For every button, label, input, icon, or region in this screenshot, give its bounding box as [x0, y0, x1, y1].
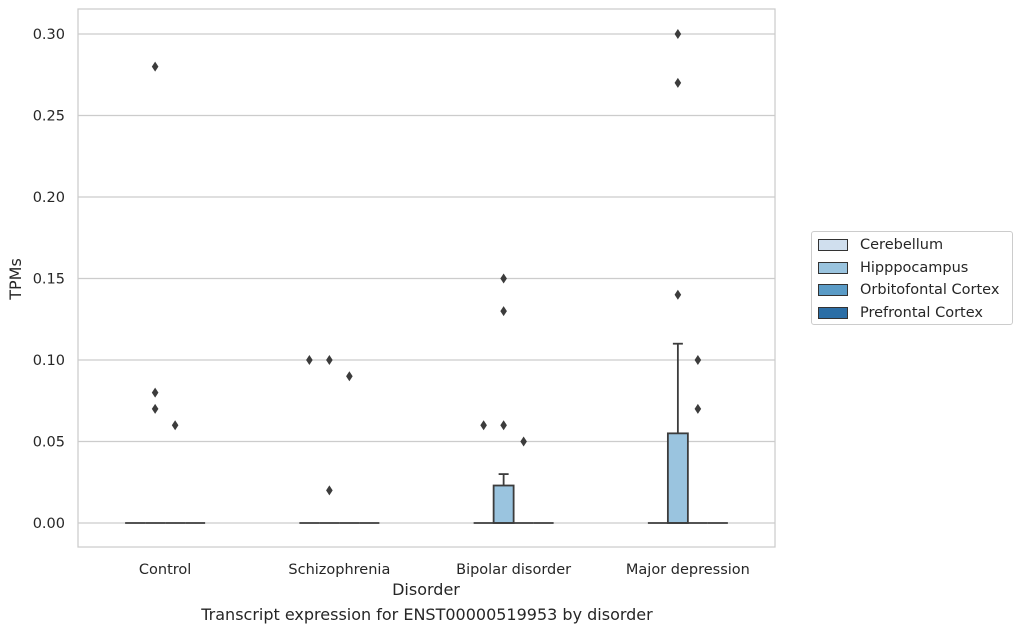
outlier-point: [500, 420, 507, 431]
legend-swatch: [818, 284, 848, 296]
boxes: [125, 342, 728, 524]
outlier-point: [674, 77, 682, 88]
x-tick-label: Control: [139, 562, 191, 578]
y-tick-label: 0.20: [33, 190, 65, 206]
outlier-point: [694, 403, 702, 414]
box-1-3: [666, 342, 689, 524]
box-body: [666, 432, 689, 524]
outlier-point: [346, 371, 353, 382]
box-1-2: [492, 473, 515, 524]
plot-frame: [77, 8, 776, 548]
gridlines: [78, 33, 775, 524]
x-tick-label: Bipolar disorder: [456, 562, 571, 578]
outliers: [151, 29, 702, 496]
outlier-point: [520, 436, 527, 447]
y-tick-label: 0.15: [33, 272, 65, 288]
outlier-point: [306, 355, 313, 365]
legend-label: Orbitofontal Cortex: [860, 282, 1000, 298]
legend-label: Cerebellum: [860, 237, 944, 253]
y-tick-label: 0.00: [33, 516, 65, 532]
outlier-point: [694, 355, 702, 365]
legend-swatch: [818, 306, 848, 319]
outlier-point: [500, 306, 507, 317]
outlier-point: [326, 485, 333, 496]
x-axis-ticks: Control Schizophrenia Bipolar disorder Majo…: [139, 562, 750, 578]
legend-swatch: [818, 239, 848, 251]
outlier-point: [151, 403, 159, 414]
legend-label: Prefrontal Cortex: [860, 304, 983, 321]
chart-caption: Transcript expression for ENST0000051995…: [201, 605, 653, 624]
legend: Cerebellum Hipppocampus Orbitofontal Corte…: [811, 231, 1013, 325]
outlier-point: [151, 387, 159, 398]
legend-label: Hipppocampus: [860, 259, 969, 276]
outlier-point: [151, 61, 159, 72]
legend-swatch: [818, 261, 848, 274]
outlier-point: [500, 273, 507, 284]
outlier-point: [480, 420, 487, 431]
y-axis-label: TPMs: [6, 258, 25, 301]
legend-item: Cerebellum: [818, 236, 943, 254]
box-body: [492, 484, 515, 524]
y-tick-label: 0.10: [33, 353, 65, 369]
y-tick-label: 0.25: [33, 109, 65, 125]
y-tick-label: 0.05: [33, 435, 65, 451]
outlier-point: [171, 420, 179, 431]
legend-item: Orbitofontal Cortex: [818, 281, 999, 299]
y-axis-ticks: 0.00 0.05 0.10 0.15 0.20 0.25 0.30: [33, 27, 65, 532]
x-tick-label: Schizophrenia: [288, 562, 390, 578]
outlier-point: [674, 29, 682, 39]
outlier-point: [326, 355, 333, 365]
legend-item: Hipppocampus: [818, 259, 968, 277]
legend-item: Prefrontal Cortex: [818, 304, 983, 322]
outlier-point: [674, 289, 682, 300]
x-tick-label: Major depression: [626, 562, 750, 578]
y-tick-label: 0.30: [33, 27, 65, 43]
x-axis-label: Disorder: [392, 580, 460, 599]
